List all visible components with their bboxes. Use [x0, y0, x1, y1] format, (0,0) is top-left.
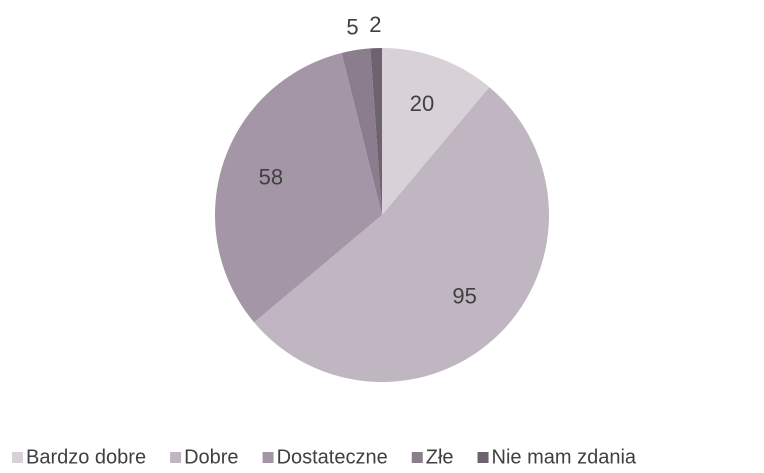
data-label: 20: [410, 91, 434, 116]
legend-swatch: [170, 452, 182, 463]
pie-slice: [382, 48, 490, 215]
legend-label: Nie mam zdania: [492, 446, 637, 468]
pie-slice: [341, 48, 382, 216]
legend-swatch: [262, 452, 274, 463]
pie-slice: [370, 48, 382, 215]
data-label: 5: [346, 14, 358, 39]
legend-swatch: [411, 452, 423, 463]
legend-label: Dobre: [184, 446, 238, 468]
pie-slice: [254, 87, 550, 383]
pie-slice: [215, 52, 382, 323]
legend-swatch: [477, 452, 489, 463]
legend-label: Złe: [426, 446, 454, 468]
legend-label: Dostateczne: [277, 446, 388, 468]
data-label: 2: [369, 12, 381, 37]
data-label: 95: [452, 283, 476, 308]
data-label: 58: [259, 165, 283, 190]
legend-swatch: [12, 452, 23, 463]
legend-label: Bardzo dobre: [26, 446, 146, 468]
